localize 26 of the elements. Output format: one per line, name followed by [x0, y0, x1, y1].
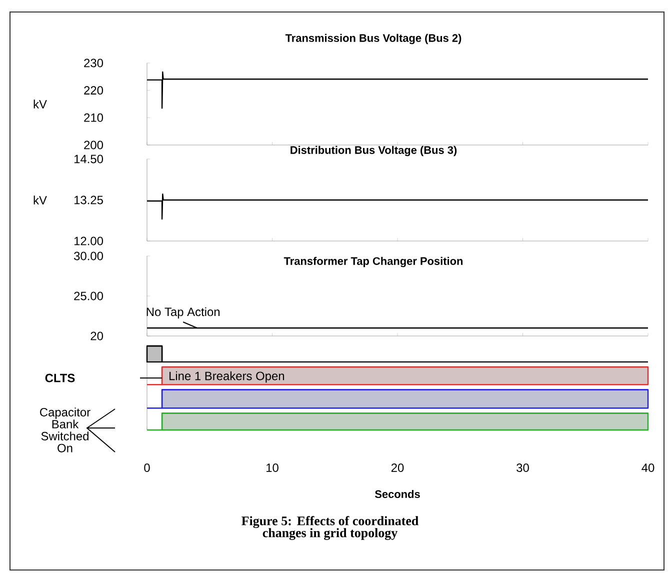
y-tick-label: 25.00 [74, 292, 104, 300]
y-tick-label: 30.00 [74, 252, 104, 260]
y-tick-label: 14.50 [74, 154, 104, 164]
chart-title: Transformer Tap Changer Position [284, 256, 463, 268]
text: Capacitor Bank Switched On [40, 408, 90, 452]
x-axis-title: Seconds [374, 490, 420, 498]
caption: Figure 5: Effects of coordinated changes in grid topology [242, 516, 418, 540]
text: CLTS [45, 374, 75, 382]
chart-title: Transmission Bus Voltage (Bus 2) [285, 34, 462, 44]
y-axis-title: kV [34, 100, 47, 108]
y-tick-label: 12.00 [74, 236, 104, 246]
x-tick-label: 30 [516, 464, 529, 472]
x-tick-label: 40 [642, 464, 654, 472]
y-tick-label: 230 [84, 58, 104, 68]
annotation: No Tap Action [146, 307, 220, 318]
y-tick-label: 13.25 [74, 196, 103, 204]
x-tick-label: 10 [266, 464, 278, 472]
y-tick-label: 20 [90, 332, 104, 340]
y-axis-title: kV [34, 196, 47, 204]
chart-title: Distribution Bus Voltage (Bus 3) [290, 146, 457, 156]
annotation: Line 1 Breakers Open [170, 371, 284, 383]
x-tick-label: 20 [391, 464, 404, 472]
y-tick-label: 200 [84, 140, 104, 150]
y-tick-label: 210 [84, 113, 104, 122]
y-tick-label: 220 [84, 86, 104, 95]
x-tick-label: 0 [144, 464, 150, 472]
